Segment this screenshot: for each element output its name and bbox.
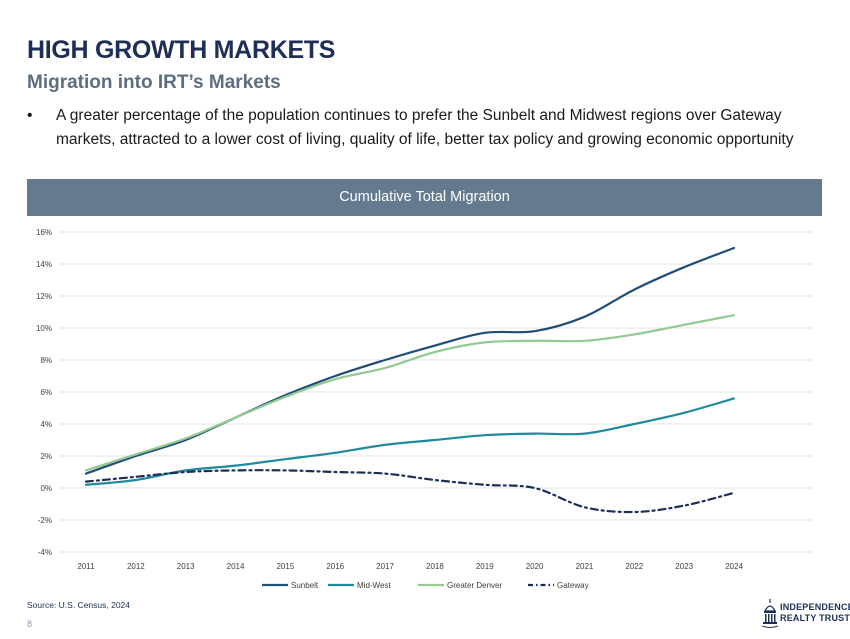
x-tick-label: 2016 xyxy=(326,562,344,571)
y-tick-label: 16% xyxy=(36,228,52,237)
legend-label-gateway: Gateway xyxy=(557,581,589,590)
capitol-dome-icon xyxy=(761,599,779,628)
bullet-point: • A greater percentage of the population… xyxy=(27,104,817,152)
x-tick-label: 2019 xyxy=(476,562,494,571)
bullet-text: A greater percentage of the population c… xyxy=(56,107,794,148)
series-line-greater-denver xyxy=(84,314,736,472)
y-tick-label: -4% xyxy=(38,548,52,557)
x-tick-label: 2022 xyxy=(625,562,643,571)
y-tick-label: -2% xyxy=(38,516,52,525)
x-tick-label: 2015 xyxy=(276,562,294,571)
series-line-sunbelt xyxy=(84,246,736,475)
x-tick-label: 2014 xyxy=(227,562,245,571)
x-tick-label: 2023 xyxy=(675,562,693,571)
y-tick-label: 8% xyxy=(40,356,52,365)
x-tick-label: 2020 xyxy=(526,562,544,571)
migration-line-chart: 16% 14% 12% 10% 8% 6% 4% 2% 0% -2% -4% 2011 2012 2013… xyxy=(36,228,812,590)
page-number: 8 xyxy=(27,619,33,629)
x-tick-label: 2024 xyxy=(725,562,743,571)
chart-banner: Cumulative Total Migration xyxy=(27,179,822,216)
y-tick-label: 6% xyxy=(40,388,52,397)
x-tick-label: 2013 xyxy=(177,562,195,571)
logo-line2: REALTY TRUST xyxy=(780,613,850,623)
y-tick-label: 0% xyxy=(40,484,52,493)
x-tick-label: 2018 xyxy=(426,562,444,571)
series-line-gateway xyxy=(84,469,736,514)
x-tick-label: 2012 xyxy=(127,562,145,571)
page-title: HIGH GROWTH MARKETS xyxy=(27,36,336,64)
bullet-marker: • xyxy=(27,107,33,124)
x-tick-label: 2017 xyxy=(376,562,394,571)
x-tick-label: 2021 xyxy=(576,562,594,571)
company-logo: INDEPENDENCE REALTY TRUST xyxy=(761,598,850,630)
series-line-mid-west xyxy=(84,397,736,486)
legend-label-greater-denver: Greater Denver xyxy=(447,581,502,590)
y-tick-label: 12% xyxy=(36,292,52,301)
y-tick-label: 2% xyxy=(40,452,52,461)
page-subtitle: Migration into IRT’s Markets xyxy=(27,72,281,93)
y-tick-label: 10% xyxy=(36,324,52,333)
source-note: Source: U.S. Census, 2024 xyxy=(27,600,131,610)
y-tick-label: 4% xyxy=(40,420,52,429)
legend-label-mid-west: Mid-West xyxy=(357,581,391,590)
logo-line1: INDEPENDENCE xyxy=(780,602,850,612)
legend-label-sunbelt: Sunbelt xyxy=(291,581,319,590)
x-tick-label: 2011 xyxy=(77,562,95,571)
y-tick-label: 14% xyxy=(36,260,52,269)
